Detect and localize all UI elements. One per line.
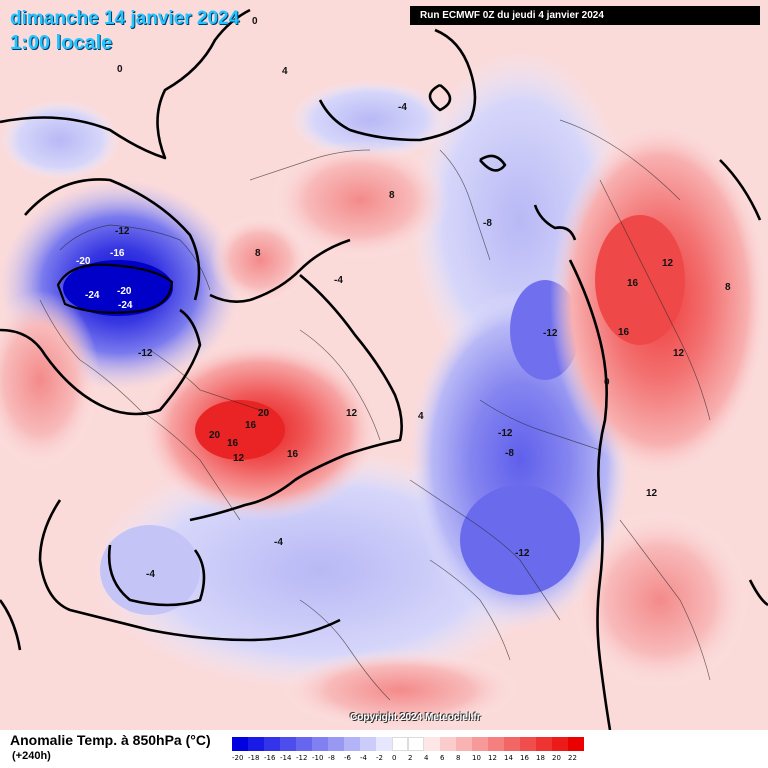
scale-swatch bbox=[312, 737, 328, 751]
scale-swatch bbox=[456, 737, 472, 751]
scale-tick-label: 4 bbox=[424, 754, 429, 762]
scale-swatch bbox=[264, 737, 280, 751]
scale-swatch bbox=[344, 737, 360, 751]
isoline-labels: -24 -20 -20 -24 -16 -12 -12 -12 -12 -12 … bbox=[76, 16, 731, 580]
scale-swatch bbox=[536, 737, 552, 751]
scale-swatch bbox=[408, 737, 424, 751]
isoline-label: 0 bbox=[604, 377, 610, 388]
scale-swatch bbox=[248, 737, 264, 751]
isoline-label: -4 bbox=[146, 569, 155, 580]
scale-tick-label: -20 bbox=[232, 754, 244, 762]
scale-swatch bbox=[280, 737, 296, 751]
scale-tick-label: 20 bbox=[552, 754, 561, 762]
scale-swatch bbox=[424, 737, 440, 751]
scale-tick-label: -12 bbox=[296, 754, 308, 762]
scale-tick-label: 8 bbox=[456, 754, 461, 762]
isoline-label: -12 bbox=[138, 348, 153, 359]
isoline-label: -12 bbox=[515, 548, 530, 559]
scale-swatch bbox=[504, 737, 520, 751]
isoline-label: 4 bbox=[418, 411, 424, 422]
scale-tick-label: 22 bbox=[568, 754, 577, 762]
isoline-label: 4 bbox=[282, 66, 288, 77]
scale-swatch bbox=[360, 737, 376, 751]
forecast-local-time: 1:00 locale bbox=[10, 32, 113, 54]
isoline-label: 0 bbox=[117, 64, 123, 75]
isoline-label: -16 bbox=[110, 248, 125, 259]
isoline-label: 16 bbox=[618, 327, 630, 338]
temperature-anomaly-map: -24 -20 -20 -24 -16 -12 -12 -12 -12 -12 … bbox=[0, 0, 768, 730]
isoline-label: 8 bbox=[389, 190, 395, 201]
color-scale bbox=[232, 737, 584, 751]
scale-swatch bbox=[520, 737, 536, 751]
scale-tick-label: -8 bbox=[328, 754, 335, 762]
forecast-date: dimanche 14 janvier 2024 bbox=[10, 8, 240, 29]
model-run-info: Run ECMWF 0Z du jeudi 4 janvier 2024 bbox=[410, 6, 760, 25]
legend-title: Anomalie Temp. à 850hPa (°C) bbox=[10, 732, 211, 748]
scale-tick-label: -14 bbox=[280, 754, 292, 762]
isoline-label: 12 bbox=[673, 348, 685, 359]
scale-swatch bbox=[376, 737, 392, 751]
isoline-label: -8 bbox=[483, 218, 492, 229]
isoline-label: 12 bbox=[646, 488, 658, 499]
scale-swatch bbox=[328, 737, 344, 751]
isoline-label: 16 bbox=[627, 278, 639, 289]
scale-tick-label: 2 bbox=[408, 754, 413, 762]
isoline-label: 12 bbox=[662, 258, 674, 269]
scale-swatch bbox=[552, 737, 568, 751]
copyright: Copyright 2024 Meteociel.fr bbox=[350, 712, 481, 723]
scale-swatch bbox=[392, 737, 408, 751]
isoline-label: 8 bbox=[255, 248, 261, 259]
isoline-label: 16 bbox=[245, 420, 257, 431]
isoline-label: 20 bbox=[258, 408, 270, 419]
isoline-label: -20 bbox=[117, 286, 132, 297]
scale-swatch bbox=[488, 737, 504, 751]
scale-tick-label: 10 bbox=[472, 754, 481, 762]
scale-tick-label: 0 bbox=[392, 754, 397, 762]
isoline-label: 8 bbox=[725, 282, 731, 293]
isoline-label: -4 bbox=[274, 537, 283, 548]
scale-tick-label: 12 bbox=[488, 754, 497, 762]
scale-tick-label: 18 bbox=[536, 754, 545, 762]
scale-swatch bbox=[232, 737, 248, 751]
isoline-label: -24 bbox=[118, 300, 133, 311]
color-scale-ticks: -20 -18 -16 -14 -12 -10 -8 -6 -4 -2 0 2 4 6 8 10 12 14 16 1… bbox=[232, 754, 584, 762]
isoline-label: -12 bbox=[115, 226, 130, 237]
scale-swatch bbox=[296, 737, 312, 751]
scale-tick-label: -6 bbox=[344, 754, 351, 762]
scale-tick-label: 16 bbox=[520, 754, 529, 762]
scale-swatch bbox=[440, 737, 456, 751]
scale-tick-label: 14 bbox=[504, 754, 513, 762]
isoline-label: 12 bbox=[346, 408, 358, 419]
isoline-label: -20 bbox=[76, 256, 91, 267]
scale-swatch bbox=[472, 737, 488, 751]
scale-tick-label: -10 bbox=[312, 754, 324, 762]
isoline-label: -12 bbox=[543, 328, 558, 339]
isoline-label: 0 bbox=[252, 16, 258, 27]
isoline-label: -24 bbox=[85, 290, 100, 301]
isoline-label: -4 bbox=[334, 275, 343, 286]
scale-tick-label: -2 bbox=[376, 754, 383, 762]
scale-tick-label: -4 bbox=[360, 754, 367, 762]
scale-tick-label: -16 bbox=[264, 754, 276, 762]
isoline-label: 12 bbox=[233, 453, 245, 464]
isoline-label: 16 bbox=[227, 438, 239, 449]
lead-time: (+240h) bbox=[12, 750, 51, 762]
isoline-label: -4 bbox=[398, 102, 407, 113]
isoline-label: -8 bbox=[505, 448, 514, 459]
isoline-label: 20 bbox=[209, 430, 221, 441]
isoline-label: 16 bbox=[287, 449, 299, 460]
scale-tick-label: -18 bbox=[248, 754, 260, 762]
scale-swatch bbox=[568, 737, 584, 751]
isoline-label: -12 bbox=[498, 428, 513, 439]
scale-tick-label: 6 bbox=[440, 754, 445, 762]
